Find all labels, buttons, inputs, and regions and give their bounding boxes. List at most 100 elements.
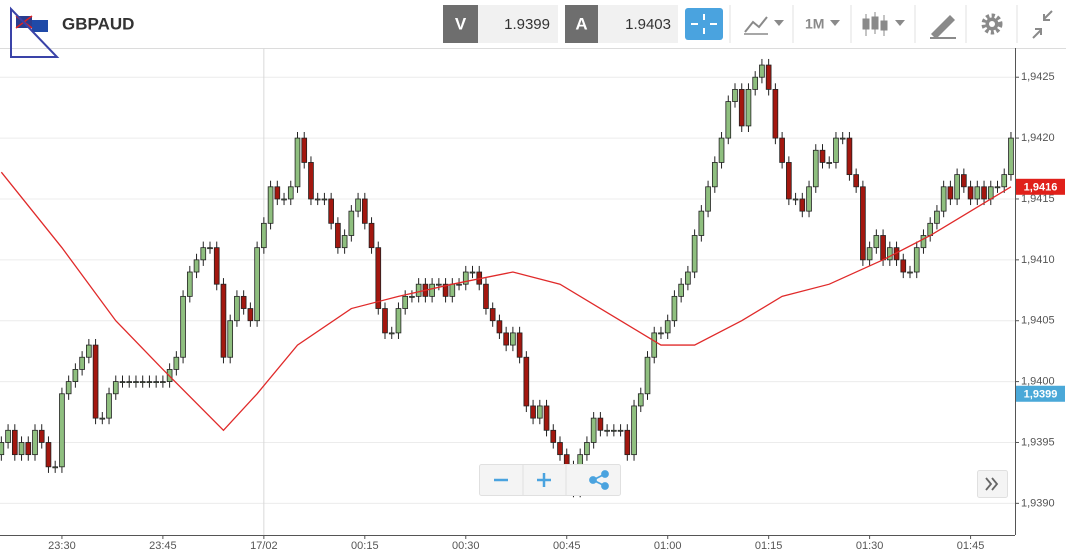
candle-body <box>671 295 678 322</box>
x-tick-label: 01:45 <box>957 540 985 552</box>
candle-body <box>530 405 536 419</box>
candle-body <box>510 332 516 346</box>
candle-body <box>442 283 449 297</box>
candle-body <box>967 186 974 200</box>
candle-body <box>920 235 927 249</box>
candle-body <box>483 283 489 309</box>
zoom-in-button[interactable] <box>537 473 551 487</box>
candle-body <box>361 198 368 224</box>
candle-body <box>18 442 25 456</box>
candle-body <box>240 295 247 309</box>
candle-body <box>860 186 866 261</box>
candle-body <box>429 283 435 297</box>
draw-button[interactable] <box>930 15 956 39</box>
candle-body <box>368 222 375 249</box>
candle-body <box>11 429 18 456</box>
x-tick-label: 00:45 <box>553 540 581 552</box>
candle-body <box>1008 137 1014 176</box>
candle-body <box>52 466 59 469</box>
timeframe[interactable]: 1M <box>805 16 824 32</box>
candle-body <box>146 381 153 383</box>
ask-box <box>598 5 678 43</box>
x-tick-label: 00:15 <box>351 540 379 552</box>
candle-body <box>584 442 590 456</box>
ask-label: A <box>575 14 587 33</box>
candle-body <box>133 381 139 383</box>
candle-body <box>631 405 637 456</box>
bid-button[interactable] <box>443 5 478 43</box>
x-tick-label: 00:30 <box>452 540 480 552</box>
bid-box <box>478 5 558 43</box>
crosshair-button[interactable] <box>685 8 723 40</box>
candle-body <box>792 198 799 201</box>
candle-body <box>25 442 32 456</box>
candle-body <box>402 295 409 309</box>
candles-button[interactable] <box>862 12 905 36</box>
scroll-latest-button[interactable] <box>977 470 1008 498</box>
x-tick-label: 17/02 <box>250 540 278 552</box>
candle-body <box>725 101 732 139</box>
candle-body <box>59 393 65 468</box>
candle-body <box>617 429 624 432</box>
candle-body <box>355 198 361 212</box>
candle-body <box>456 283 462 286</box>
candle-body <box>799 198 806 212</box>
candle-body <box>806 186 812 212</box>
candle-body <box>516 332 523 358</box>
candle-body <box>503 332 509 346</box>
candle-body <box>651 332 658 358</box>
candle-body <box>139 381 146 383</box>
x-tick-label: 01:30 <box>856 540 884 552</box>
candle-body <box>193 259 200 273</box>
x-tick-label: 23:45 <box>149 540 177 552</box>
candle-body <box>106 393 112 419</box>
candle-body <box>308 162 314 200</box>
candle-body <box>65 381 72 395</box>
candle-body <box>220 283 227 358</box>
candle-body <box>92 344 99 419</box>
share-button[interactable] <box>589 470 609 490</box>
candle-body <box>314 198 321 201</box>
candle-body <box>335 222 341 249</box>
candle-body <box>543 405 550 431</box>
candle-body <box>173 356 180 370</box>
candle-body <box>886 247 893 261</box>
price-tag-label: 1,9416 <box>1024 182 1058 194</box>
price-tag <box>1016 178 1065 195</box>
candle-body <box>1001 174 1008 188</box>
candle-body <box>469 271 476 274</box>
candle-body <box>38 429 45 443</box>
x-tick-label: 01:15 <box>755 540 783 552</box>
candle-body <box>227 320 234 358</box>
bid-price: 1.9399 <box>504 16 550 33</box>
y-tick-label: 1,9420 <box>1021 132 1055 144</box>
candle-body <box>449 283 456 297</box>
candle-body <box>153 381 159 383</box>
candle-body <box>927 222 934 236</box>
candle-body <box>99 417 106 420</box>
candle-body <box>819 149 826 163</box>
ask-button[interactable] <box>565 5 598 43</box>
candle-body <box>664 320 671 334</box>
candle-body <box>678 283 684 297</box>
candle-body <box>590 417 597 443</box>
candle-body <box>644 356 651 395</box>
candle-body <box>779 137 785 163</box>
settings-button[interactable] <box>981 13 1003 35</box>
candle-body <box>409 295 415 298</box>
chart-type-button[interactable] <box>744 16 784 35</box>
candle-body <box>685 271 691 285</box>
timeframe-dropdown[interactable] <box>830 20 840 26</box>
candle-body <box>833 137 839 163</box>
candle-body <box>604 429 610 432</box>
candle-body <box>711 162 718 188</box>
candle-body <box>954 174 960 200</box>
candle-body <box>913 247 920 273</box>
candle-body <box>557 442 563 456</box>
candle-body <box>301 137 308 163</box>
moving-average-line <box>0 171 1012 432</box>
collapse-button[interactable] <box>1032 10 1053 39</box>
candle-body <box>261 222 267 249</box>
candle-body <box>853 174 859 188</box>
